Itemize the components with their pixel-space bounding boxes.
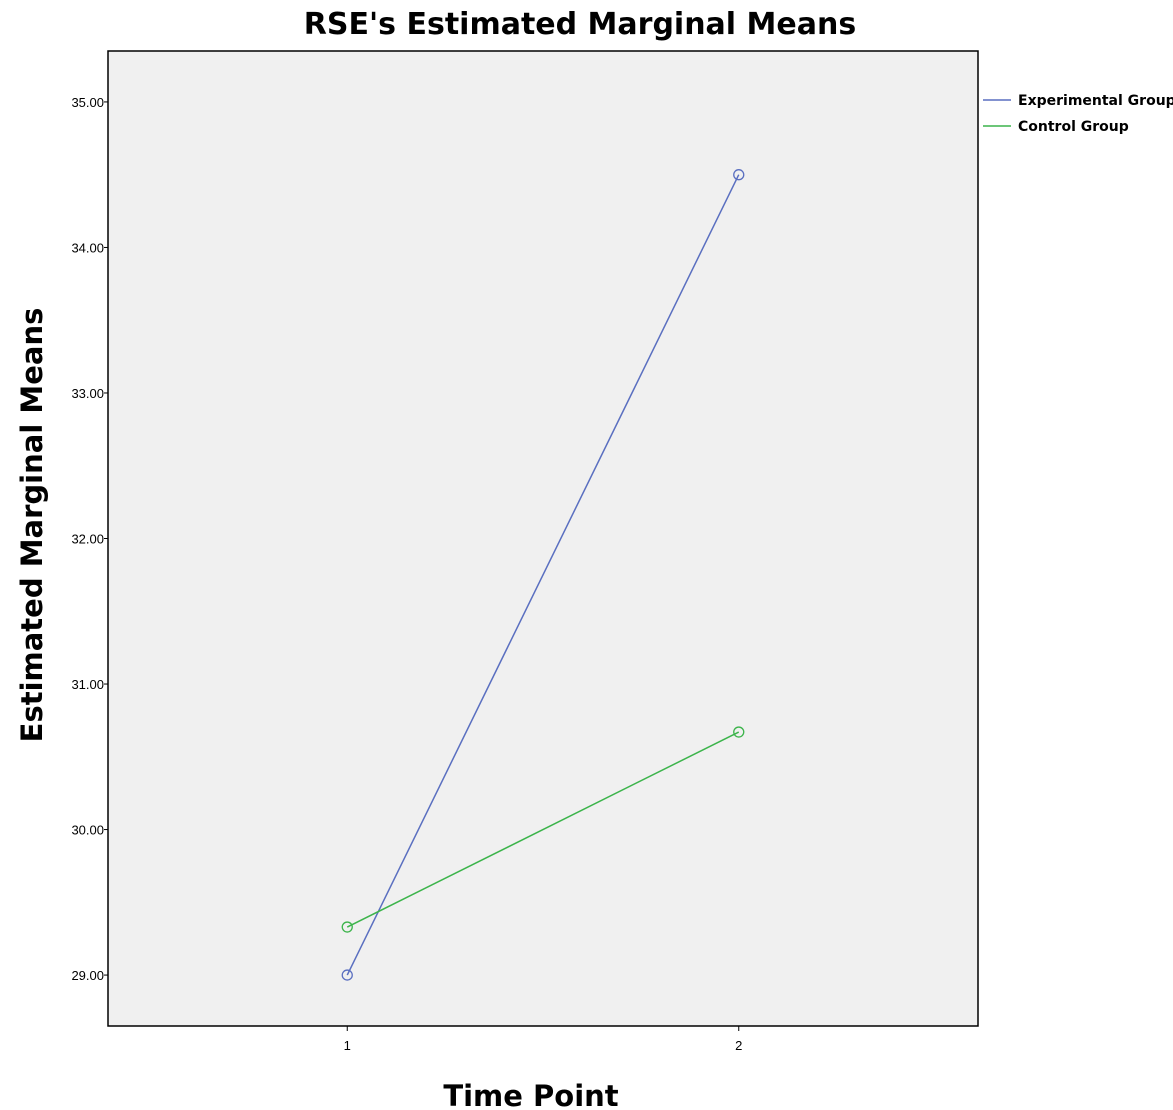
y-tick-label: 33.00 — [71, 386, 104, 401]
data-point — [341, 921, 353, 933]
y-tick-label: 32.00 — [71, 532, 104, 547]
y-tick-label: 34.00 — [71, 240, 104, 255]
legend-label: Control Group — [1018, 119, 1129, 135]
y-tick-label: 35.00 — [71, 95, 104, 110]
x-tick-label: 1 — [344, 1038, 351, 1053]
data-point — [341, 969, 353, 981]
y-axis-title: Estimated Marginal Means — [15, 308, 49, 743]
legend-label: Experimental Group — [1018, 93, 1173, 109]
x-axis-title: Time Point — [443, 1079, 618, 1110]
x-tick-label: 2 — [735, 1038, 742, 1053]
chart-title: RSE's Estimated Marginal Means — [304, 7, 856, 42]
series-layer — [341, 169, 745, 981]
y-tick-label: 31.00 — [71, 677, 104, 692]
data-point — [733, 169, 745, 181]
y-tick-label: 29.00 — [71, 968, 104, 983]
plot-area — [107, 50, 979, 1027]
y-axis: 29.00 30.00 31.00 32.00 33.00 34.00 35.00 — [71, 95, 108, 983]
series-line — [346, 174, 740, 976]
data-point — [733, 726, 745, 738]
series-line — [346, 731, 740, 928]
legend: Experimental Group Control Group — [983, 93, 1173, 135]
y-tick-label: 30.00 — [71, 823, 104, 838]
